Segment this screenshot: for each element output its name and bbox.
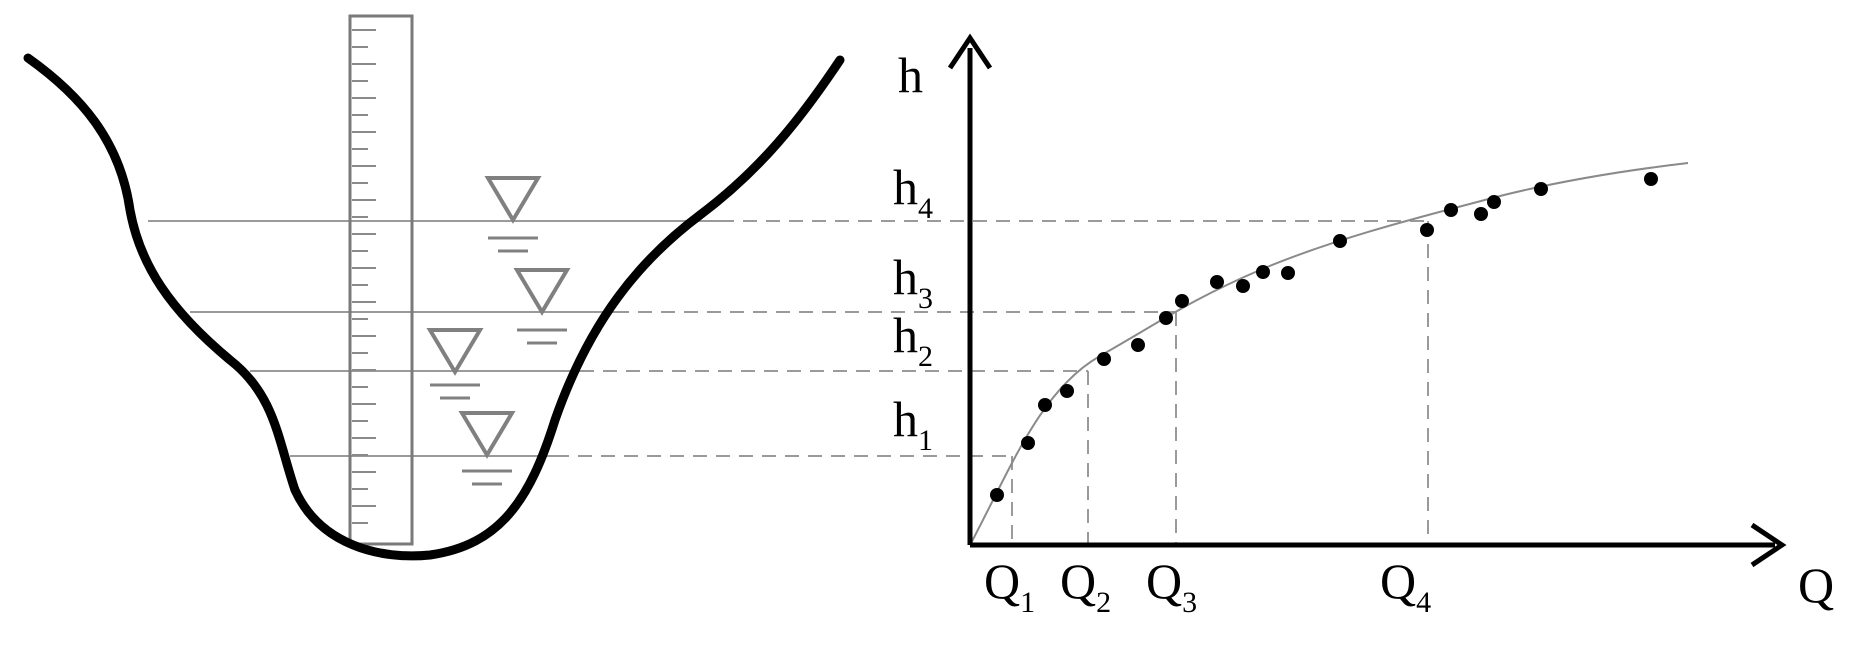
projection-lines (555, 220, 1429, 545)
water-level-triangle-icon (484, 176, 542, 253)
h3-label: h3 (893, 249, 933, 315)
x-axis-arrowhead (1750, 522, 1787, 568)
h2-label-subscript: 2 (918, 340, 933, 373)
measurement-point (1256, 265, 1270, 279)
water-level-triangle-icon (513, 268, 571, 345)
measurement-point (1281, 266, 1295, 280)
h-level-labels: h4 h3 h2 h1 (893, 159, 933, 457)
measurement-point (1175, 294, 1189, 308)
measurement-point (1060, 384, 1074, 398)
h4-label-subscript: 4 (918, 192, 933, 225)
y-axis-label: h (898, 47, 923, 103)
q1-label-base: Q (984, 553, 1020, 609)
h4-label-base: h (893, 159, 918, 215)
q-discharge-labels: Q1 Q2 Q3 Q4 (984, 553, 1431, 619)
q1-label: Q1 (984, 553, 1035, 619)
h2-label-base: h (893, 307, 918, 363)
q2-label-base: Q (1060, 553, 1096, 609)
q1-label-subscript: 1 (1020, 586, 1035, 619)
q4-label-base: Q (1380, 553, 1416, 609)
water-level-triangle-icon (426, 328, 484, 400)
q2-label: Q2 (1060, 553, 1111, 619)
measurement-point (1038, 398, 1052, 412)
h1-label-base: h (893, 391, 918, 447)
h1-label: h1 (893, 391, 933, 457)
q3-label-base: Q (1146, 553, 1182, 609)
measurement-point (990, 488, 1004, 502)
measurement-point (1534, 182, 1548, 196)
q2-label-subscript: 2 (1096, 586, 1111, 619)
x-axis-label: Q (1798, 557, 1834, 613)
h3-label-base: h (893, 249, 918, 305)
axes (947, 33, 1787, 568)
measurement-point (1236, 279, 1250, 293)
h2-label: h2 (893, 307, 933, 373)
h1-label-subscript: 1 (918, 424, 933, 457)
measurement-point (1444, 203, 1458, 217)
q4-label-subscript: 4 (1416, 586, 1431, 619)
h3-label-subscript: 3 (918, 282, 933, 315)
q4-label: Q4 (1380, 553, 1431, 619)
measurement-point (1210, 275, 1224, 289)
measurement-point (1097, 352, 1111, 366)
measurement-point (1131, 338, 1145, 352)
measurement-point (1420, 223, 1434, 237)
river-cross-section (23, 14, 845, 561)
measurement-point (1159, 311, 1173, 325)
measurement-point (1644, 172, 1658, 186)
measurement-point (1487, 195, 1501, 209)
h4-label: h4 (893, 159, 933, 225)
measurement-point (1021, 436, 1035, 450)
channel-bed-profile (23, 53, 845, 561)
q3-label-subscript: 3 (1182, 586, 1197, 619)
y-axis-arrowhead (947, 33, 993, 70)
measurement-points (990, 172, 1658, 502)
q3-label: Q3 (1146, 553, 1197, 619)
staff-gauge (348, 14, 414, 546)
water-level-triangle-icon (458, 411, 516, 486)
axis-labels: h Q (898, 47, 1834, 613)
measurement-point (1474, 207, 1488, 221)
measurement-point (1333, 234, 1347, 248)
